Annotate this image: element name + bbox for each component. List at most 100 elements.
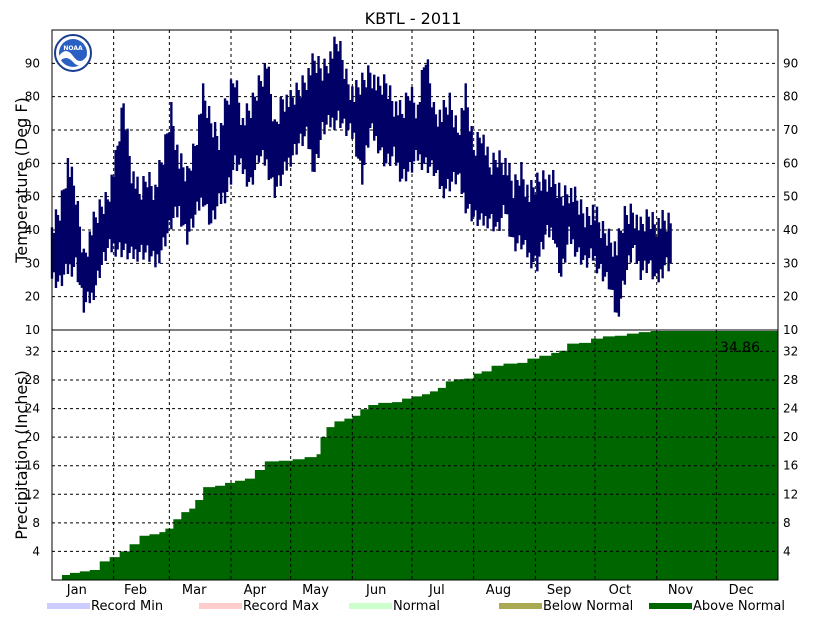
precip-tick-label-right: 8 — [783, 516, 791, 530]
temp-daily-bar — [227, 104, 231, 178]
temp-daily-bar — [585, 207, 589, 268]
temp-daily-bar — [253, 96, 257, 170]
temp-daily-bar — [333, 36, 336, 130]
temp-daily-bar — [508, 163, 511, 237]
temp-daily-bar — [355, 80, 358, 157]
temp-tick-label-left: 50 — [25, 190, 40, 204]
temp-daily-bar — [309, 75, 312, 150]
precip-tick-label-left: 12 — [25, 487, 40, 501]
temp-daily-bar — [367, 65, 370, 148]
temp-daily-bar — [279, 97, 282, 186]
temp-daily-bar — [331, 58, 334, 118]
temp-daily-bar — [510, 180, 513, 237]
temp-daily-bar — [186, 166, 189, 245]
temp-daily-bar — [490, 174, 493, 214]
temp-tick-label-right: 80 — [783, 90, 798, 104]
temp-daily-bar — [247, 110, 251, 182]
temp-daily-bar — [599, 238, 603, 264]
temp-daily-bar — [657, 218, 660, 283]
temp-daily-bar — [58, 220, 62, 276]
month-tick-label: Aug — [486, 583, 511, 598]
temp-daily-bar — [446, 114, 450, 179]
temp-daily-bar — [152, 200, 155, 251]
temp-daily-bar — [233, 87, 237, 156]
noaa-logo-text: NOAA — [63, 45, 83, 52]
temp-daily-bar — [106, 199, 109, 248]
temp-daily-bar — [647, 216, 650, 264]
temp-daily-bar — [313, 60, 316, 172]
noaa-logo-icon: NOAA — [54, 34, 92, 72]
temp-daily-bar — [343, 79, 346, 119]
temp-daily-bar — [496, 167, 499, 222]
temp-daily-bar — [607, 228, 611, 290]
month-tick-label: Sep — [547, 583, 572, 598]
precip-axis-label: Precipitation (Inches) — [12, 370, 31, 540]
temp-daily-bar — [297, 90, 300, 144]
temp-daily-bar — [229, 79, 233, 185]
temp-daily-bar — [190, 170, 193, 219]
precip-cumulative-area — [52, 331, 778, 580]
temp-daily-bar — [140, 199, 143, 245]
temp-daily-bar — [575, 200, 579, 252]
temp-daily-bar — [561, 205, 565, 259]
temp-daily-bar — [512, 198, 515, 238]
temp-daily-bar — [142, 176, 145, 260]
temp-daily-bar — [573, 186, 577, 257]
precip-tick-label-right: 20 — [783, 430, 798, 444]
temp-daily-bar — [271, 121, 274, 178]
temp-daily-bar — [478, 137, 481, 220]
temp-daily-bar — [536, 172, 539, 272]
month-tick-label: Jul — [428, 583, 445, 598]
temp-daily-bar — [402, 118, 406, 169]
temp-daily-bar — [613, 241, 617, 313]
temp-daily-bar — [114, 150, 117, 257]
temp-daily-bar — [454, 115, 457, 185]
temp-daily-bar — [293, 104, 296, 144]
temp-daily-bar — [556, 198, 559, 248]
temp-daily-bar — [136, 176, 139, 262]
temp-daily-bar — [416, 104, 420, 161]
temp-daily-bar — [162, 164, 165, 238]
temp-tick-label-left: 60 — [25, 156, 40, 170]
temp-daily-bar — [104, 192, 107, 261]
legend-swatch — [499, 603, 542, 609]
temp-daily-bar — [450, 110, 453, 182]
temp-daily-bar — [361, 72, 364, 185]
temp-tick-label-left: 20 — [25, 290, 40, 304]
temp-daily-bar — [422, 67, 426, 164]
temp-tick-label-left: 30 — [25, 256, 40, 270]
temp-daily-bar — [369, 72, 372, 128]
month-tick-label: Feb — [124, 583, 147, 598]
temp-daily-bar — [86, 256, 90, 292]
temp-daily-bar — [126, 128, 129, 260]
temp-daily-bar — [404, 92, 408, 182]
month-tick-label: Jun — [365, 583, 386, 598]
temp-daily-bar — [339, 41, 342, 128]
temp-daily-bar — [581, 213, 585, 260]
temp-daily-bar — [259, 81, 263, 157]
precip-tick-label-right: 28 — [783, 373, 798, 387]
temp-daily-bar — [474, 155, 477, 211]
temp-tick-label-right: 70 — [783, 123, 798, 137]
temp-daily-bar — [408, 100, 412, 162]
temp-daily-bar — [265, 68, 269, 160]
temp-daily-bar — [110, 174, 113, 253]
temp-daily-bar — [194, 146, 197, 215]
temp-daily-bar — [667, 212, 670, 272]
temp-daily-bar — [504, 158, 507, 214]
temp-daily-bar — [595, 206, 599, 274]
temp-daily-bar — [488, 167, 491, 219]
temp-daily-bar — [637, 230, 640, 261]
temp-daily-bar — [603, 233, 607, 277]
temp-series — [50, 36, 672, 317]
temp-daily-bar — [567, 203, 571, 227]
temp-daily-bar — [394, 101, 398, 166]
temp-daily-bar — [237, 102, 241, 165]
temp-daily-bar — [665, 231, 668, 258]
precip-tick-label-right: 24 — [783, 402, 798, 416]
temp-daily-bar — [458, 135, 461, 174]
temp-daily-bar — [655, 236, 658, 274]
temp-daily-bar — [482, 134, 485, 226]
precip-tick-label-right: 12 — [783, 487, 798, 501]
